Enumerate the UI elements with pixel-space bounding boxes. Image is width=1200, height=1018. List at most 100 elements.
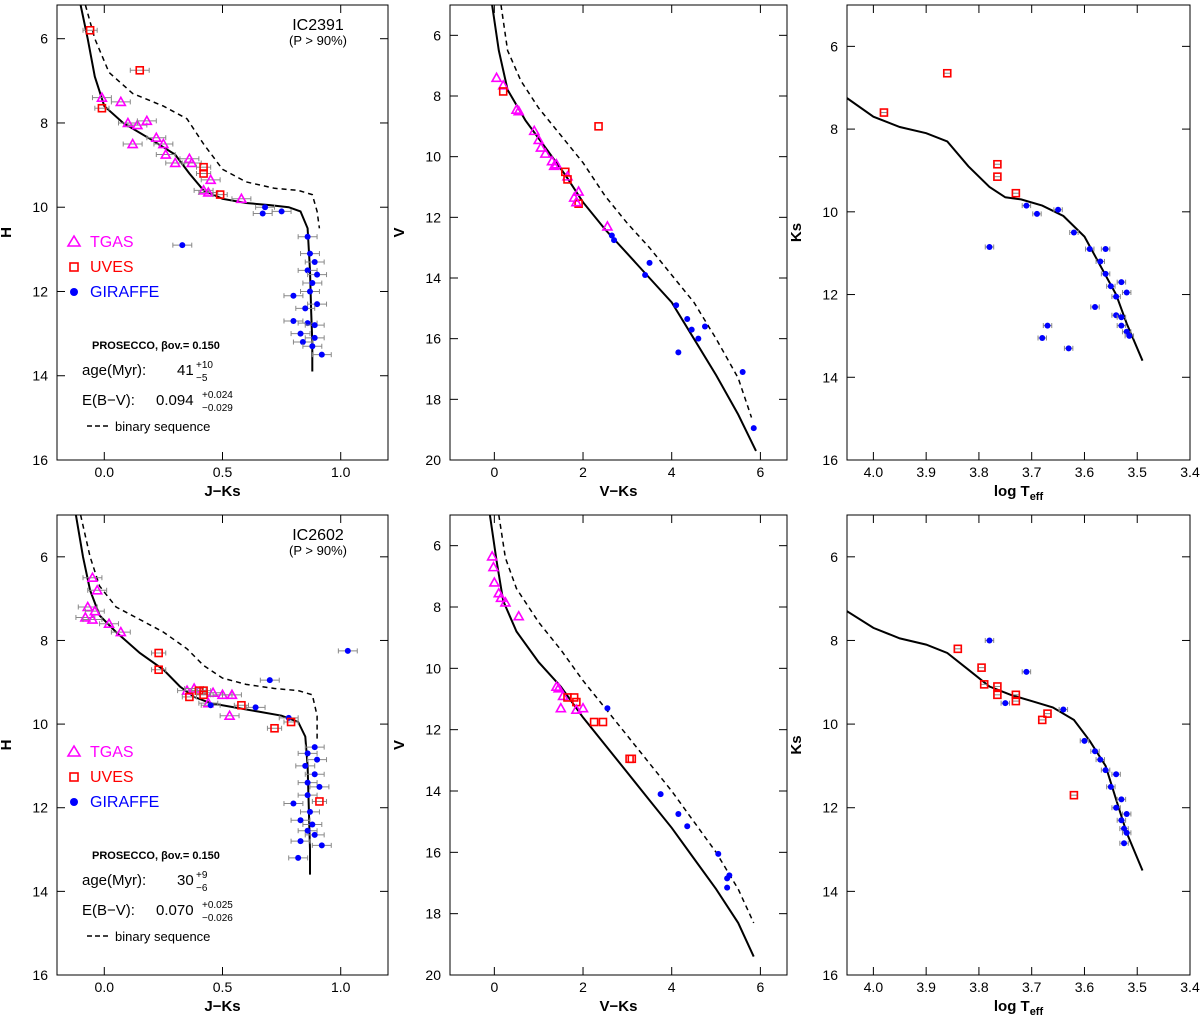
panel-4: 0.0 0.5 1.0 6 8 10 12 14 16 J−Ks H IC2602(P > 90%) T… bbox=[0, 514, 389, 1015]
giraffe-point bbox=[1102, 246, 1109, 253]
x-axis-label: V−Ks bbox=[600, 998, 638, 1015]
x-tick-label: 3.9 bbox=[916, 979, 936, 995]
isochrone-curve bbox=[488, 515, 755, 958]
giraffe-point bbox=[724, 875, 731, 882]
plot-area bbox=[74, 515, 358, 875]
giraffe-point bbox=[1070, 229, 1077, 236]
y-tick-label: 18 bbox=[425, 906, 441, 922]
giraffe-point bbox=[1097, 756, 1104, 763]
tgas-point bbox=[79, 611, 92, 622]
y-tick-label: 16 bbox=[32, 967, 48, 983]
y-tick-label: 14 bbox=[425, 783, 441, 799]
giraffe-point bbox=[675, 811, 682, 817]
giraffe-point bbox=[290, 800, 297, 807]
y-tick-label: 8 bbox=[433, 88, 441, 104]
plot-area bbox=[847, 610, 1144, 871]
y-tick-label: 10 bbox=[32, 199, 48, 215]
giraffe-point bbox=[1023, 668, 1030, 675]
uves-point bbox=[993, 690, 1002, 700]
tgas-point bbox=[126, 137, 139, 149]
tgas-point bbox=[554, 702, 567, 713]
y-axis-label: Ks bbox=[788, 223, 805, 242]
cluster-name: IC2391 bbox=[292, 17, 344, 34]
legend-binary-label: binary sequence bbox=[115, 419, 210, 434]
uves-point bbox=[979, 680, 989, 689]
y-tick-label: 6 bbox=[40, 31, 48, 47]
legend-giraffe-marker bbox=[70, 798, 78, 806]
giraffe-point bbox=[1065, 345, 1072, 352]
tgas-point bbox=[188, 682, 200, 693]
y-tick-label: 12 bbox=[32, 800, 48, 816]
tgas-point bbox=[550, 158, 563, 169]
x-axis-label-subscript: eff bbox=[1030, 491, 1044, 503]
tgas-point bbox=[86, 571, 99, 583]
x-tick-label: 4.0 bbox=[864, 464, 884, 480]
y-tick-label: 14 bbox=[822, 883, 838, 899]
y-tick-label: 8 bbox=[40, 632, 48, 648]
plot-area bbox=[847, 68, 1144, 362]
tgas-point bbox=[96, 91, 108, 102]
legend-tgas-label: TGAS bbox=[90, 744, 134, 761]
x-tick-label: 4 bbox=[668, 464, 676, 480]
giraffe-point bbox=[1002, 700, 1009, 707]
uves-point bbox=[953, 644, 963, 654]
giraffe-point bbox=[1107, 283, 1114, 290]
y-tick-label: 6 bbox=[830, 549, 838, 565]
x-axis-label: log Teff bbox=[994, 483, 1044, 503]
uves-point bbox=[135, 66, 145, 75]
tgas-point bbox=[512, 610, 525, 621]
tgas-point bbox=[185, 156, 198, 168]
giraffe-point bbox=[306, 288, 313, 295]
giraffe-point bbox=[1081, 737, 1088, 744]
plot-area bbox=[486, 515, 755, 958]
tgas-point bbox=[552, 682, 565, 693]
giraffe-point bbox=[1113, 293, 1120, 300]
giraffe-point bbox=[311, 322, 318, 329]
tgas-point bbox=[601, 220, 614, 231]
age-value: 30 bbox=[177, 872, 194, 889]
uves-point bbox=[1011, 696, 1021, 706]
giraffe-point bbox=[1121, 840, 1128, 847]
uves-point bbox=[993, 682, 1002, 691]
y-axis-label: V bbox=[391, 227, 408, 237]
giraffe-point bbox=[1092, 748, 1099, 755]
x-tick-label: 3.8 bbox=[969, 979, 989, 995]
giraffe-point bbox=[1097, 258, 1104, 265]
y-tick-label: 8 bbox=[433, 599, 441, 615]
giraffe-point bbox=[1118, 322, 1125, 329]
isochrone-curve bbox=[847, 610, 1144, 871]
giraffe-point bbox=[1123, 829, 1130, 836]
binary-sequence-curve bbox=[500, 5, 753, 418]
tgas-point bbox=[88, 605, 101, 616]
giraffe-point bbox=[297, 817, 304, 824]
giraffe-point bbox=[1118, 796, 1125, 803]
tgas-point bbox=[512, 105, 525, 116]
ebv-value: 0.094 bbox=[156, 392, 194, 409]
giraffe-point bbox=[304, 792, 311, 799]
giraffe-point bbox=[608, 232, 615, 239]
tgas-point bbox=[202, 186, 215, 197]
uves-point bbox=[199, 169, 208, 178]
x-tick-label: 6 bbox=[756, 979, 764, 995]
plot-area bbox=[490, 5, 757, 452]
giraffe-point bbox=[675, 349, 682, 356]
giraffe-point bbox=[1118, 817, 1125, 824]
age-lower-error: −6 bbox=[196, 883, 208, 894]
tgas-point bbox=[86, 613, 99, 624]
uves-point bbox=[977, 663, 986, 672]
membership-probability: (P > 90%) bbox=[289, 33, 347, 48]
x-tick-label: 3.6 bbox=[1075, 979, 1095, 995]
giraffe-point bbox=[642, 271, 649, 278]
ebv-upper-error: +0.025 bbox=[202, 900, 233, 911]
giraffe-point bbox=[306, 250, 313, 257]
uves-point bbox=[270, 723, 279, 733]
giraffe-point bbox=[295, 854, 302, 861]
x-tick-label: 0.5 bbox=[213, 979, 233, 995]
tgas-point bbox=[548, 159, 561, 171]
y-tick-label: 16 bbox=[425, 844, 441, 860]
y-tick-label: 6 bbox=[433, 538, 441, 554]
giraffe-point bbox=[299, 339, 306, 346]
panel-1: 0.0 0.5 1.0 6 8 10 12 14 16 J−Ks H IC2391(P > 90%) T… bbox=[0, 4, 389, 500]
giraffe-point bbox=[604, 705, 611, 712]
tgas-point bbox=[539, 147, 552, 158]
